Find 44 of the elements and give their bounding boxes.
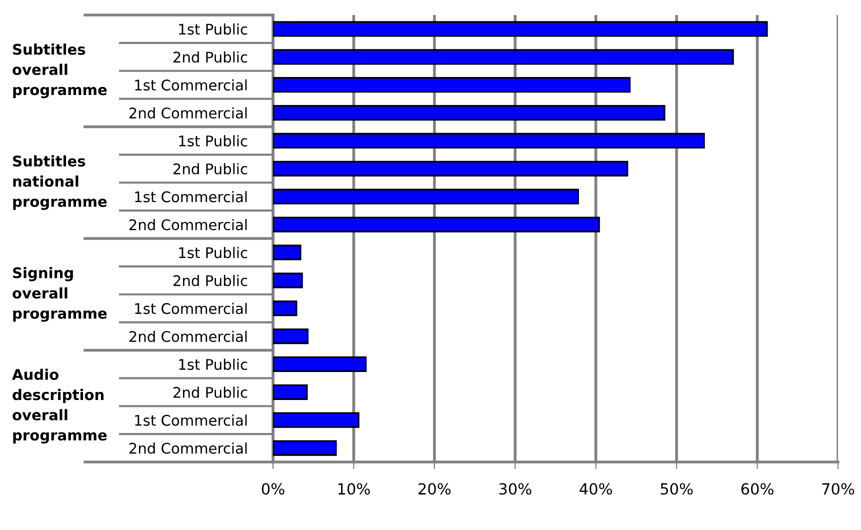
bar [273, 412, 360, 428]
text: Signing overall programme [12, 266, 107, 322]
y-tick-label: 2nd Commercial [129, 330, 247, 342]
y-tick-label: 2nd Commercial [129, 442, 247, 454]
bar [273, 132, 705, 149]
y-tick-label: 1st Commercial [135, 79, 247, 91]
y-tick-label: 2nd Public [173, 386, 248, 398]
x-tick-label: 30% [499, 483, 532, 495]
bar [273, 272, 303, 288]
bar [273, 244, 302, 260]
bar [273, 384, 308, 400]
bar [273, 21, 768, 37]
bar [273, 104, 666, 121]
y-tick-label: 2nd Commercial [129, 107, 247, 119]
x-tick-label: 0% [262, 483, 284, 495]
y-tick-label: 2nd Public [173, 51, 248, 63]
bar [273, 160, 628, 176]
x-tick-label: 50% [660, 483, 693, 495]
bar [273, 356, 367, 372]
y-tick-label: 1st Public [179, 135, 248, 146]
x-tick-label: 40% [580, 483, 612, 495]
y-tick-label: 1st Commercial [135, 191, 247, 202]
bar [273, 216, 600, 232]
y-tick-label: 1st Public [179, 246, 248, 258]
y-tick-label: 2nd Public [173, 274, 248, 286]
y-tick-label: 1st Public [179, 23, 248, 35]
x-tick-label: 70% [822, 483, 854, 495]
x-tick-label: 60% [741, 483, 774, 495]
bar [273, 440, 337, 456]
text: Audio description overall programme [12, 368, 107, 444]
y-tick-label: 2nd Public [173, 163, 248, 174]
bar [273, 77, 631, 93]
bar [273, 300, 298, 316]
y-tick-label: 1st Commercial [135, 302, 247, 314]
bar [273, 188, 579, 204]
bar [273, 49, 734, 65]
bar [273, 328, 309, 344]
text: Subtitles overall programme [12, 44, 107, 98]
text: Subtitles national programme [13, 155, 107, 210]
y-tick-label: 2nd Commercial [129, 218, 247, 230]
x-tick-label: 20% [418, 483, 451, 495]
y-tick-label: 1st Commercial [135, 414, 247, 426]
y-tick-label: 1st Public [179, 358, 248, 370]
x-tick-label: 10% [338, 483, 370, 495]
